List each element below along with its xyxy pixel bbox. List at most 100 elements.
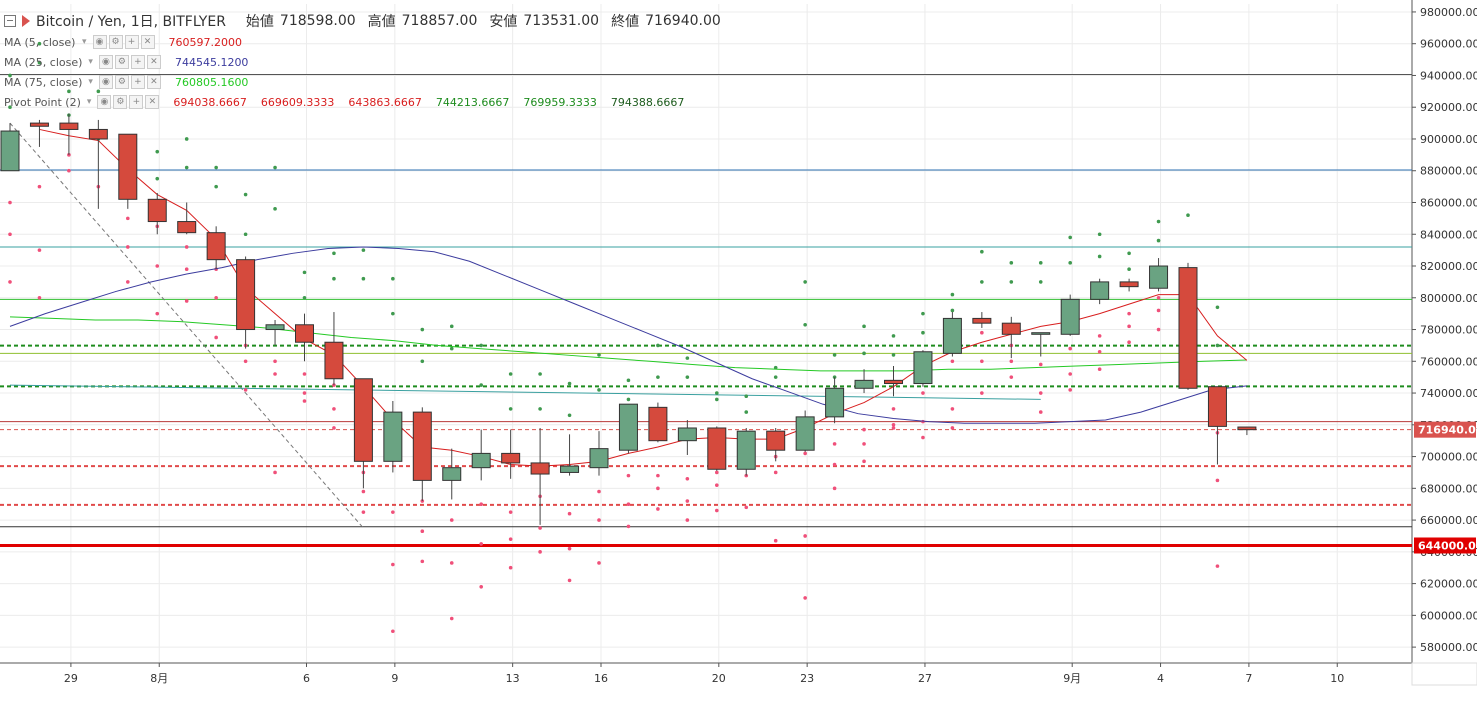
pivot-dot <box>980 359 984 364</box>
pivot-dot <box>773 538 778 543</box>
pivot-dot <box>420 559 425 564</box>
close-icon[interactable]: ✕ <box>146 55 161 69</box>
y-tick-label: 820000.00 <box>1420 260 1477 273</box>
price-badge-label: 716940.00 <box>1418 424 1477 437</box>
pivot-dot <box>479 584 484 589</box>
pivot-dot <box>597 353 601 357</box>
pivot-dot <box>508 407 513 411</box>
pivot-dot <box>567 413 572 418</box>
pivot-dot <box>420 327 425 332</box>
indicator-value: 794388.6667 <box>610 95 685 109</box>
chevron-down-icon[interactable]: ▾ <box>82 37 87 47</box>
pivot-dot <box>1068 388 1072 392</box>
close-icon[interactable]: ✕ <box>146 75 161 89</box>
candle <box>442 448 462 500</box>
pivot-dot <box>950 292 955 297</box>
y-tick-label: 860000.00 <box>1420 196 1477 209</box>
pivot-dot <box>715 483 719 487</box>
pivot-dot <box>1068 372 1072 376</box>
candle-body <box>1207 386 1227 427</box>
pivot-dot <box>538 372 542 376</box>
candle-body <box>177 221 197 234</box>
y-tick-label: 780000.00 <box>1420 324 1477 337</box>
candle <box>1060 294 1080 336</box>
y-tick-label: 660000.00 <box>1420 514 1477 527</box>
pivot-dot <box>479 343 484 348</box>
pivot-dot <box>1156 219 1161 224</box>
candle-body <box>29 122 49 127</box>
pivot-dot <box>391 629 395 634</box>
chart-legend: Bitcoin / Yen, 1日, BITFLYER 始値 718598.00 … <box>4 10 727 112</box>
pivot-dot <box>508 510 513 514</box>
y-tick-label: 980000.00 <box>1420 6 1477 19</box>
candle <box>736 427 756 476</box>
pivot-dot <box>214 295 218 300</box>
pivot-dot <box>597 388 601 392</box>
pivot-dot <box>184 137 189 141</box>
add-icon[interactable]: + <box>130 75 145 89</box>
chevron-down-icon[interactable]: ▾ <box>88 57 93 67</box>
pivot-dot <box>361 276 366 281</box>
pivot-dot <box>685 476 690 481</box>
indicator-name: MA (75, close) <box>4 75 83 89</box>
settings-icon[interactable]: ⚙ <box>113 95 128 109</box>
pivot-dot <box>891 407 896 411</box>
candle-body <box>442 467 462 481</box>
add-icon[interactable]: + <box>129 95 144 109</box>
indicator-row: MA (75, close) ▾ ◉ ⚙ + ✕ 760805.1600 <box>4 72 727 92</box>
symbol-title: Bitcoin / Yen, 1日, BITFLYER <box>36 14 226 30</box>
candle-body <box>353 378 373 462</box>
candle-body <box>736 430 756 470</box>
candle-body <box>677 427 697 442</box>
pivot-dot <box>715 391 719 395</box>
pivot-dot <box>715 397 719 402</box>
pivot-dot <box>567 381 572 386</box>
pivot-dot <box>361 489 366 494</box>
candle-body <box>1060 298 1080 335</box>
x-tick-label: 23 <box>800 672 814 685</box>
candle-body <box>501 452 521 464</box>
ohlc-close-label: 終値 <box>611 14 640 30</box>
price-badge <box>1414 537 1476 554</box>
close-icon[interactable]: ✕ <box>145 95 160 109</box>
add-icon[interactable]: + <box>130 55 145 69</box>
pivot-dot <box>126 245 130 249</box>
collapse-icon[interactable] <box>4 15 16 27</box>
eye-icon[interactable]: ◉ <box>97 95 112 109</box>
settings-icon[interactable]: ⚙ <box>114 75 129 89</box>
eye-icon[interactable]: ◉ <box>98 55 113 69</box>
pivot-dot <box>597 489 601 494</box>
settings-icon[interactable]: ⚙ <box>114 55 129 69</box>
candle <box>1090 278 1110 305</box>
pivot-dot <box>1215 564 1220 568</box>
pivot-dot <box>1009 359 1014 364</box>
y-tick-label: 580000.00 <box>1420 641 1477 654</box>
candle <box>471 429 491 481</box>
candle <box>825 377 845 424</box>
y-tick-label: 880000.00 <box>1420 165 1477 178</box>
close-icon[interactable]: ✕ <box>140 35 155 49</box>
pivot-dot <box>243 388 248 392</box>
candle <box>589 431 609 476</box>
indicator-value: 769959.3333 <box>523 95 597 109</box>
pivot-dot <box>273 207 277 211</box>
indicator-name: MA (25, close) <box>4 55 83 69</box>
settings-icon[interactable]: ⚙ <box>108 35 123 49</box>
pivot-dot <box>479 542 484 546</box>
candle-body <box>795 416 815 451</box>
pivot-dot <box>1127 311 1131 316</box>
y-tick-label: 620000.00 <box>1420 578 1477 591</box>
pivot-dot <box>332 407 336 411</box>
pivot-dot <box>214 165 218 170</box>
chevron-down-icon[interactable]: ▾ <box>86 97 92 107</box>
eye-icon[interactable]: ◉ <box>92 35 107 49</box>
pivot-dot <box>1009 375 1014 379</box>
eye-icon[interactable]: ◉ <box>98 75 113 89</box>
add-icon[interactable]: + <box>124 35 139 49</box>
pivot-dot <box>508 537 513 541</box>
candle-body <box>147 198 167 223</box>
pivot-dot <box>37 295 42 300</box>
y-tick-label: 760000.00 <box>1420 355 1477 368</box>
chevron-down-icon[interactable]: ▾ <box>88 77 93 87</box>
